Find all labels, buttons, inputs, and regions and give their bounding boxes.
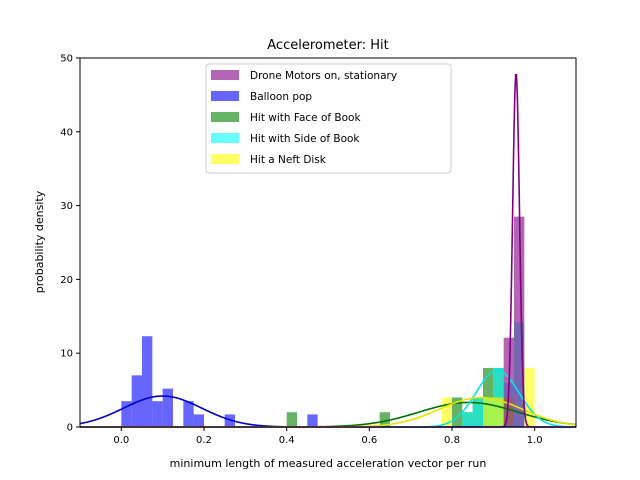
x-tick-label: 0.8	[444, 435, 460, 446]
legend-label-hit-a-neft-disk: Hit a Neft Disk	[250, 154, 327, 166]
bar-hit-a-neft-disk-2	[493, 397, 504, 427]
y-axis: 0 10 20 30 40 50	[60, 54, 80, 434]
bar-balloon-pop-3	[152, 401, 163, 427]
y-axis-label: probability density	[33, 190, 46, 293]
bar-hit-a-neft-disk-4	[524, 367, 535, 427]
legend-swatch-hit-with-face-of-book	[211, 112, 239, 122]
x-tick-label: 0.6	[361, 435, 377, 446]
plot-area	[79, 57, 577, 428]
x-axis-label: minimum length of measured acceleration …	[170, 457, 487, 470]
y-tick-label: 10	[60, 349, 73, 360]
bar-balloon-pop-4	[162, 388, 173, 427]
x-axis: 0.0 0.2 0.4 0.6 0.8 1.0	[113, 427, 543, 446]
bar-hit-with-face-of-book-0	[286, 412, 297, 427]
bar-hit-with-side-of-book-0	[462, 412, 473, 427]
legend-label-hit-with-side-of-book: Hit with Side of Book	[250, 133, 360, 145]
x-tick-label: 1.0	[527, 435, 543, 446]
legend-frame	[205, 63, 452, 174]
bar-hit-with-face-of-book-1	[379, 412, 390, 427]
x-tick-label: 0.2	[196, 435, 212, 446]
legend-label-drone-motors-on-stationary: Drone Motors on, stationary	[250, 70, 397, 82]
legend-swatch-hit-with-side-of-book	[211, 133, 239, 143]
legend-label-hit-with-face-of-book: Hit with Face of Book	[250, 112, 361, 124]
y-tick-label: 0	[67, 423, 73, 434]
bar-balloon-pop-0	[121, 401, 132, 427]
x-tick-label: 0.0	[113, 435, 129, 446]
bar-balloon-pop-5	[183, 401, 194, 427]
bar-hit-with-face-of-book-2	[452, 397, 463, 427]
chart-title: Accelerometer: Hit	[267, 38, 388, 53]
bar-drone-motors-on-stationary-1	[514, 216, 525, 427]
bar-hit-a-neft-disk-1	[483, 397, 494, 427]
legend-swatch-hit-a-neft-disk	[211, 154, 239, 164]
bar-hit-a-neft-disk-0	[441, 397, 452, 427]
y-tick-label: 30	[60, 201, 73, 212]
bar-balloon-pop-2	[142, 336, 153, 427]
bar-balloon-pop-7	[224, 414, 235, 427]
bar-balloon-pop-8	[307, 414, 318, 427]
legend: Drone Motors on, stationary Balloon pop Hi…	[205, 63, 452, 174]
y-tick-label: 50	[60, 54, 73, 65]
y-tick-label: 20	[60, 275, 73, 286]
legend-swatch-drone-motors-on-stationary	[211, 70, 239, 80]
y-tick-label: 40	[60, 127, 73, 138]
bar-hit-with-side-of-book-1	[472, 397, 483, 427]
legend-label-balloon-pop: Balloon pop	[250, 91, 312, 103]
bar-hit-with-side-of-book-3	[493, 367, 504, 427]
axes-frame	[79, 57, 577, 428]
bar-balloon-pop-6	[193, 414, 204, 427]
x-tick-label: 0.4	[279, 435, 295, 446]
legend-swatch-balloon-pop	[211, 91, 239, 101]
